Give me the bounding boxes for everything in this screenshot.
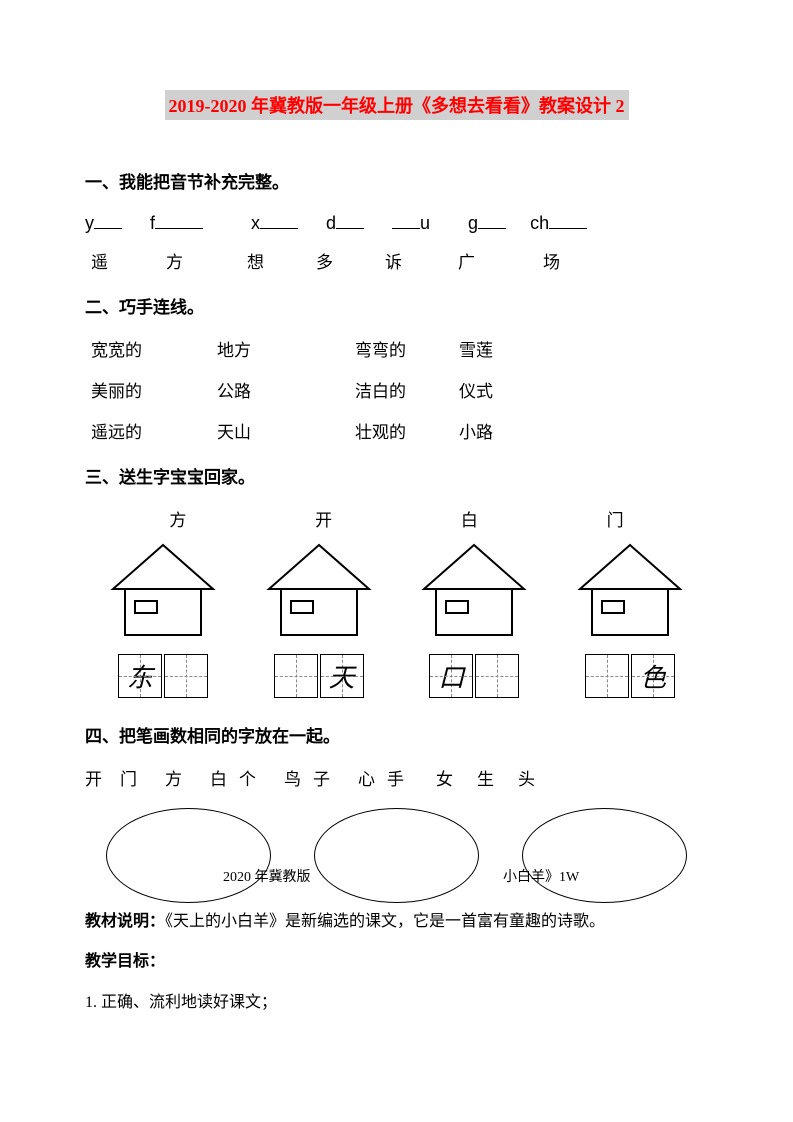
hanzi-5: 广 (458, 248, 475, 273)
match-cell: 弯弯的 (355, 336, 415, 361)
tian-grid (585, 654, 629, 698)
match-cell: 洁白的 (355, 377, 415, 402)
house-icon (103, 541, 223, 646)
grid-pair: 天 (259, 654, 379, 698)
top-char-3: 门 (607, 506, 624, 531)
grid-char: 东 (127, 658, 153, 695)
grids-row: 东 天 口 色 (85, 654, 708, 698)
tian-grid: 东 (118, 654, 162, 698)
pinyin-3: d (326, 213, 336, 234)
match-cell: 小路 (459, 418, 509, 443)
material-paragraph: 教材说明：《天上的小白羊》是新编选的课文，它是一首富有童趣的诗歌。 (85, 907, 708, 937)
stroke-char: 头 (518, 765, 535, 790)
blank (336, 211, 364, 229)
match-row-0: 宽宽的 地方 弯弯的 雪莲 (85, 336, 708, 361)
match-cell: 美丽的 (91, 377, 151, 402)
hanzi-0: 遥 (91, 248, 108, 273)
grid-char: 色 (640, 658, 666, 695)
match-cell: 公路 (217, 377, 267, 402)
match-cell: 地方 (217, 336, 267, 361)
grid-pair: 色 (570, 654, 690, 698)
goal-item-1: 1. 正确、流利地读好课文； (85, 988, 708, 1018)
stroke-char: 鸟 (284, 765, 301, 790)
stroke-char: 子 (313, 765, 330, 790)
pinyin-row: y f x d u g ch (85, 211, 708, 234)
match-cell: 仪式 (459, 377, 509, 402)
stroke-char: 手 (387, 765, 404, 790)
material-text: 《天上的小白羊》是新编选的课文，它是一首富有童趣的诗歌。 (165, 913, 605, 930)
stroke-chars-row: 开 门 方 白 个 鸟 子 心 手 女 生 头 (85, 765, 708, 790)
pinyin-2: x (251, 213, 260, 234)
tian-grid: 色 (631, 654, 675, 698)
section2-heading: 二、巧手连线。 (85, 293, 708, 318)
hanzi-3: 多 (316, 248, 333, 273)
tian-grid (274, 654, 318, 698)
match-cell: 雪莲 (459, 336, 509, 361)
stroke-char: 女 (436, 765, 453, 790)
top-char-2: 白 (461, 506, 478, 531)
match-row-1: 美丽的 公路 洁白的 仪式 (85, 377, 708, 402)
section3-heading: 三、送生字宝宝回家。 (85, 463, 708, 488)
blank (94, 211, 122, 229)
oval-shape (106, 808, 271, 903)
house-icon (570, 541, 690, 646)
grid-char: 口 (438, 658, 464, 695)
stroke-char: 心 (358, 765, 375, 790)
houses-row (85, 541, 708, 646)
hanzi-1: 方 (166, 248, 183, 273)
tian-grid (475, 654, 519, 698)
grid-char: 天 (329, 658, 355, 695)
pinyin-5: g (468, 213, 478, 234)
goal-label: 教学目标： (85, 947, 708, 977)
pinyin-0: y (85, 213, 94, 234)
stroke-char: 开 (85, 765, 102, 790)
tian-grid: 口 (429, 654, 473, 698)
hanzi-row: 遥 方 想 多 诉 广 场 (85, 248, 708, 273)
blank (549, 211, 587, 229)
top-char-1: 开 (315, 506, 332, 531)
match-row-2: 遥远的 天山 壮观的 小路 (85, 418, 708, 443)
hanzi-4: 诉 (385, 248, 402, 273)
hanzi-2: 想 (247, 248, 264, 273)
match-cell: 宽宽的 (91, 336, 151, 361)
overlay-text-left: 2020 年冀教版 (223, 866, 311, 886)
pinyin-4: u (420, 213, 430, 234)
house-icon (259, 541, 379, 646)
grid-pair: 口 (414, 654, 534, 698)
blank (260, 211, 298, 229)
tian-grid (164, 654, 208, 698)
ovals-row: 2020 年冀教版 小白羊》1W (85, 808, 708, 903)
overlay-text-right: 小白羊》1W (503, 866, 579, 886)
blank (392, 211, 420, 229)
top-chars-row: 方 开 白 门 (85, 506, 708, 531)
stroke-char: 白 (210, 765, 227, 790)
oval-shape (314, 808, 479, 903)
page-title: 2019-2020 年冀教版一年级上册《多想去看看》教案设计 2 (165, 90, 629, 120)
tian-grid: 天 (320, 654, 364, 698)
material-label: 教材说明： (85, 913, 165, 930)
section4-heading: 四、把笔画数相同的字放在一起。 (85, 722, 708, 747)
top-char-0: 方 (169, 506, 186, 531)
match-cell: 天山 (217, 418, 267, 443)
section1-heading: 一、我能把音节补充完整。 (85, 168, 708, 193)
hanzi-6: 场 (543, 248, 560, 273)
blank (155, 211, 203, 229)
pinyin-6: ch (530, 213, 549, 234)
house-icon (414, 541, 534, 646)
oval-shape (522, 808, 687, 903)
stroke-char: 个 (239, 765, 256, 790)
blank (478, 211, 506, 229)
stroke-char: 门 (120, 765, 137, 790)
match-cell: 壮观的 (355, 418, 415, 443)
match-cell: 遥远的 (91, 418, 151, 443)
stroke-char: 生 (477, 765, 494, 790)
grid-pair: 东 (103, 654, 223, 698)
stroke-char: 方 (165, 765, 182, 790)
